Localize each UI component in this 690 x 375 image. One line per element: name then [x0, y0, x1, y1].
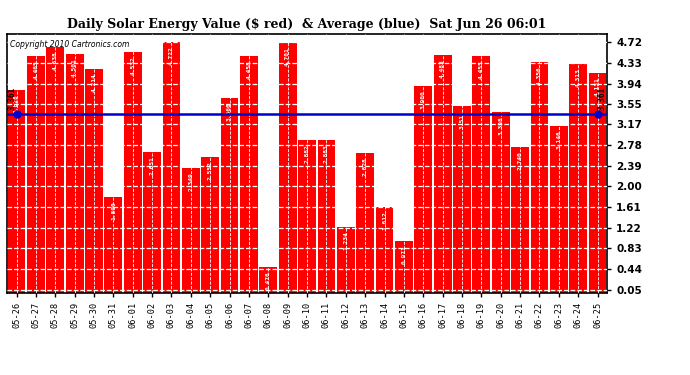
Text: 3.666: 3.666: [227, 102, 232, 121]
Text: 0.971: 0.971: [402, 245, 406, 264]
Text: 3.146: 3.146: [556, 130, 561, 149]
Text: 4.638: 4.638: [53, 51, 58, 70]
Text: 4.701: 4.701: [285, 48, 290, 66]
Text: 1.612: 1.612: [382, 211, 387, 230]
Text: 3.361: 3.361: [598, 87, 607, 110]
Text: 4.722: 4.722: [169, 46, 174, 65]
Bar: [395, 241, 413, 292]
Text: 4.313: 4.313: [575, 68, 581, 87]
Bar: [201, 157, 219, 292]
Bar: [375, 207, 393, 292]
Bar: [27, 56, 45, 292]
Text: 3.398: 3.398: [498, 117, 503, 135]
Text: 4.356: 4.356: [537, 66, 542, 84]
Bar: [569, 64, 587, 292]
Text: 2.883: 2.883: [324, 144, 329, 163]
Text: 1.234: 1.234: [344, 231, 348, 250]
Text: 2.552: 2.552: [208, 161, 213, 180]
Bar: [46, 46, 64, 292]
Bar: [453, 106, 471, 292]
Text: 2.651: 2.651: [150, 156, 155, 175]
Bar: [279, 43, 297, 292]
Bar: [492, 112, 510, 292]
Bar: [356, 153, 374, 292]
Text: 4.214: 4.214: [92, 73, 97, 92]
Bar: [124, 52, 141, 292]
Bar: [221, 98, 239, 292]
Text: 4.455: 4.455: [479, 60, 484, 79]
Text: 2.740: 2.740: [518, 152, 522, 170]
Bar: [434, 55, 451, 292]
Bar: [85, 69, 103, 292]
Bar: [414, 86, 432, 292]
Bar: [531, 62, 549, 292]
Bar: [317, 140, 335, 292]
Text: 1.800: 1.800: [111, 201, 116, 220]
Bar: [8, 90, 26, 292]
Text: 4.483: 4.483: [440, 59, 445, 78]
Text: 3.361: 3.361: [8, 87, 17, 110]
Bar: [240, 56, 258, 292]
Bar: [163, 42, 180, 292]
Text: 4.458: 4.458: [246, 60, 251, 79]
Text: 3.900: 3.900: [421, 90, 426, 109]
Bar: [144, 152, 161, 292]
Bar: [66, 54, 83, 292]
Bar: [511, 147, 529, 292]
Text: 0.476: 0.476: [266, 272, 270, 290]
Text: 3.828: 3.828: [14, 94, 19, 112]
Text: 2.628: 2.628: [363, 158, 368, 176]
Bar: [550, 126, 568, 292]
Bar: [473, 56, 490, 292]
Bar: [182, 168, 200, 292]
Bar: [259, 267, 277, 292]
Text: 3.511: 3.511: [460, 111, 464, 129]
Text: 2.882: 2.882: [304, 144, 310, 163]
Bar: [337, 227, 355, 292]
Text: Copyright 2010 Cartronics.com: Copyright 2010 Cartronics.com: [10, 40, 129, 49]
Text: 2.349: 2.349: [188, 172, 193, 191]
Text: 4.501: 4.501: [72, 58, 77, 77]
Text: 4.131: 4.131: [595, 78, 600, 96]
Text: 4.532: 4.532: [130, 57, 135, 75]
Text: 4.465: 4.465: [33, 60, 39, 79]
Title: Daily Solar Energy Value ($ red)  & Average (blue)  Sat Jun 26 06:01: Daily Solar Energy Value ($ red) & Avera…: [68, 18, 546, 31]
Bar: [589, 74, 607, 292]
Bar: [104, 197, 122, 292]
Bar: [298, 140, 316, 292]
